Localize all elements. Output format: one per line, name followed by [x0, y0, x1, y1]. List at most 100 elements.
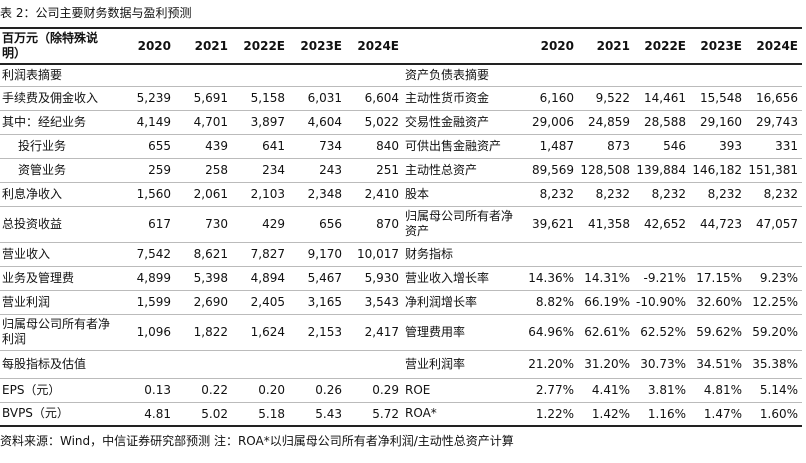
table-row: 业务及管理费 4,899 5,398 4,894 5,467 5,930 营业收入增长率 14… [0, 266, 802, 291]
header-year: 2023E [690, 27, 746, 65]
header-year: 2020 [118, 27, 175, 65]
table-row: 利润表摘要 资产负债表摘要 [0, 64, 802, 87]
cell-value: 8.82% [522, 290, 578, 315]
cell-value: 2,061 [175, 182, 232, 207]
row-label: 交易性金融资产 [403, 110, 522, 135]
cell-value: 331 [746, 134, 802, 159]
cell-value [289, 350, 346, 379]
row-label: 营业利润 [0, 290, 118, 315]
cell-value: 393 [690, 134, 746, 159]
cell-value: 2,690 [175, 290, 232, 315]
cell-value: 2,405 [232, 290, 289, 315]
row-label: 手续费及佣金收入 [0, 86, 118, 111]
cell-value [522, 64, 578, 87]
row-label: 每股指标及估值 [0, 350, 118, 379]
cell-value: 439 [175, 134, 232, 159]
cell-value: 17.15% [690, 266, 746, 291]
cell-value: 30.73% [634, 350, 690, 379]
cell-value: 24,859 [578, 110, 634, 135]
cell-value: 1.16% [634, 402, 690, 427]
cell-value: 4,701 [175, 110, 232, 135]
cell-value: 2,103 [232, 182, 289, 207]
cell-value: 2,153 [289, 314, 346, 351]
cell-value: 4.41% [578, 378, 634, 403]
cell-value: 734 [289, 134, 346, 159]
cell-value: 243 [289, 158, 346, 183]
cell-value: 32.60% [690, 290, 746, 315]
cell-value: 6,604 [346, 86, 403, 111]
cell-value: 0.26 [289, 378, 346, 403]
cell-value: 39,621 [522, 206, 578, 243]
cell-value: 4.81% [690, 378, 746, 403]
cell-value [175, 350, 232, 379]
cell-value: 730 [175, 206, 232, 243]
cell-value: 259 [118, 158, 175, 183]
cell-value: 617 [118, 206, 175, 243]
cell-value: 31.20% [578, 350, 634, 379]
header-spacer [403, 27, 522, 65]
cell-value: 62.61% [578, 314, 634, 351]
cell-value: 14.36% [522, 266, 578, 291]
cell-value: 0.20 [232, 378, 289, 403]
cell-value: 3,897 [232, 110, 289, 135]
cell-value: 840 [346, 134, 403, 159]
cell-value: 29,006 [522, 110, 578, 135]
cell-value: 0.13 [118, 378, 175, 403]
header-year: 2021 [578, 27, 634, 65]
header-year: 2022E [634, 27, 690, 65]
cell-value: 89,569 [522, 158, 578, 183]
cell-value: 66.19% [578, 290, 634, 315]
cell-value: 641 [232, 134, 289, 159]
cell-value [346, 64, 403, 87]
cell-value: 14.31% [578, 266, 634, 291]
cell-value [289, 64, 346, 87]
cell-value: 4,894 [232, 266, 289, 291]
table-row: 利息净收入 1,560 2,061 2,103 2,348 2,410 股本 8,232 8,2… [0, 182, 802, 207]
cell-value: 1,487 [522, 134, 578, 159]
cell-value: 5,930 [346, 266, 403, 291]
cell-value: 8,232 [746, 182, 802, 207]
cell-value: 10,017 [346, 242, 403, 267]
cell-value: 42,652 [634, 206, 690, 243]
cell-value: 41,358 [578, 206, 634, 243]
financial-table: 百万元（除特殊说明） 2020 2021 2022E 2023E 2024E 2020 202… [0, 27, 802, 427]
row-label: ROE [403, 378, 522, 403]
cell-value: 873 [578, 134, 634, 159]
cell-value: 9.23% [746, 266, 802, 291]
cell-value: 139,884 [634, 158, 690, 183]
cell-value: 2,410 [346, 182, 403, 207]
cell-value [175, 64, 232, 87]
row-label: 可供出售金融资产 [403, 134, 522, 159]
cell-value [578, 64, 634, 87]
cell-value: 59.20% [746, 314, 802, 351]
cell-value: 5.43 [289, 402, 346, 427]
cell-value: 5,158 [232, 86, 289, 111]
cell-value: 429 [232, 206, 289, 243]
cell-value: 15,548 [690, 86, 746, 111]
cell-value: 4,604 [289, 110, 346, 135]
cell-value: 64.96% [522, 314, 578, 351]
cell-value: 258 [175, 158, 232, 183]
cell-value: 146,182 [690, 158, 746, 183]
cell-value: 1,822 [175, 314, 232, 351]
cell-value [118, 64, 175, 87]
cell-value: 1,624 [232, 314, 289, 351]
cell-value: 29,743 [746, 110, 802, 135]
cell-value: 3,165 [289, 290, 346, 315]
row-label: 财务指标 [403, 242, 522, 267]
cell-value: 870 [346, 206, 403, 243]
row-label: 归属母公司所有者净资产 [403, 206, 522, 243]
cell-value: 655 [118, 134, 175, 159]
cell-value: 4,149 [118, 110, 175, 135]
row-label: 管理费用率 [403, 314, 522, 351]
table-row: 每股指标及估值 营业利润率 21.20% 31.20% 30.73% 34.51% 35.3… [0, 350, 802, 379]
table-row: 手续费及佣金收入 5,239 5,691 5,158 6,031 6,604 主动性货币资金… [0, 86, 802, 111]
cell-value: 656 [289, 206, 346, 243]
row-label: 其中：经纪业务 [0, 110, 118, 135]
table-row: 其中：经纪业务 4,149 4,701 3,897 4,604 5,022 交易性金融资产 2… [0, 110, 802, 135]
cell-value [746, 242, 802, 267]
row-label: 归属母公司所有者净利润 [0, 314, 118, 351]
cell-value: 9,170 [289, 242, 346, 267]
cell-value: 16,656 [746, 86, 802, 111]
